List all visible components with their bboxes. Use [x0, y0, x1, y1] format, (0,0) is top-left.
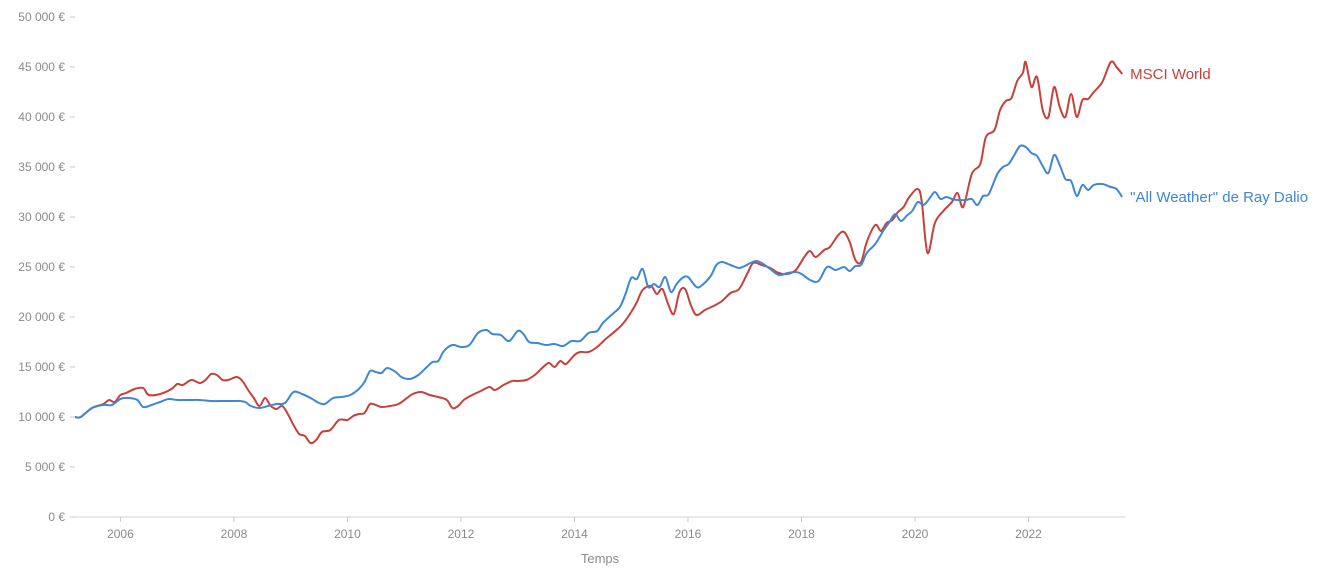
x-tick-label: 2010	[334, 527, 361, 541]
series-label-0: MSCI World	[1130, 66, 1211, 83]
x-tick-label: 2018	[788, 527, 815, 541]
series-label-1: "All Weather" de Ray Dalio	[1130, 189, 1308, 206]
x-tick-label: 2014	[561, 527, 588, 541]
x-tick-label: 2008	[221, 527, 248, 541]
x-tick-label: 2022	[1015, 527, 1042, 541]
x-tick-label: 2012	[448, 527, 475, 541]
series-line-0	[74, 60, 1123, 445]
y-tick-label: 10 000 €	[18, 410, 65, 424]
x-tick-label: 2016	[675, 527, 702, 541]
y-tick-label: 45 000 €	[18, 60, 65, 74]
series-layer: MSCI World "All Weather" de Ray Dalio	[74, 60, 1308, 445]
y-tick-label: 20 000 €	[18, 310, 65, 324]
series-line-1	[74, 144, 1124, 419]
x-tick-label: 2006	[107, 527, 134, 541]
y-axis: 0 € 5 000 € 10 000 € 15 000 € 20 000 € 25 000…	[18, 10, 75, 524]
y-tick-label: 35 000 €	[18, 160, 65, 174]
y-tick-label: 50 000 €	[18, 10, 65, 24]
y-tick-label: 15 000 €	[18, 360, 65, 374]
y-tick-label: 40 000 €	[18, 110, 65, 124]
y-tick-label: 5 000 €	[25, 460, 65, 474]
x-tick-label: 2020	[902, 527, 929, 541]
y-tick-label: 0 €	[48, 510, 65, 524]
y-tick-label: 30 000 €	[18, 210, 65, 224]
y-tick-label: 25 000 €	[18, 260, 65, 274]
x-axis: 2006 2008 2010 2012 2014 2016 2018 2020 2022	[75, 516, 1125, 541]
x-axis-title: Temps	[581, 551, 620, 566]
